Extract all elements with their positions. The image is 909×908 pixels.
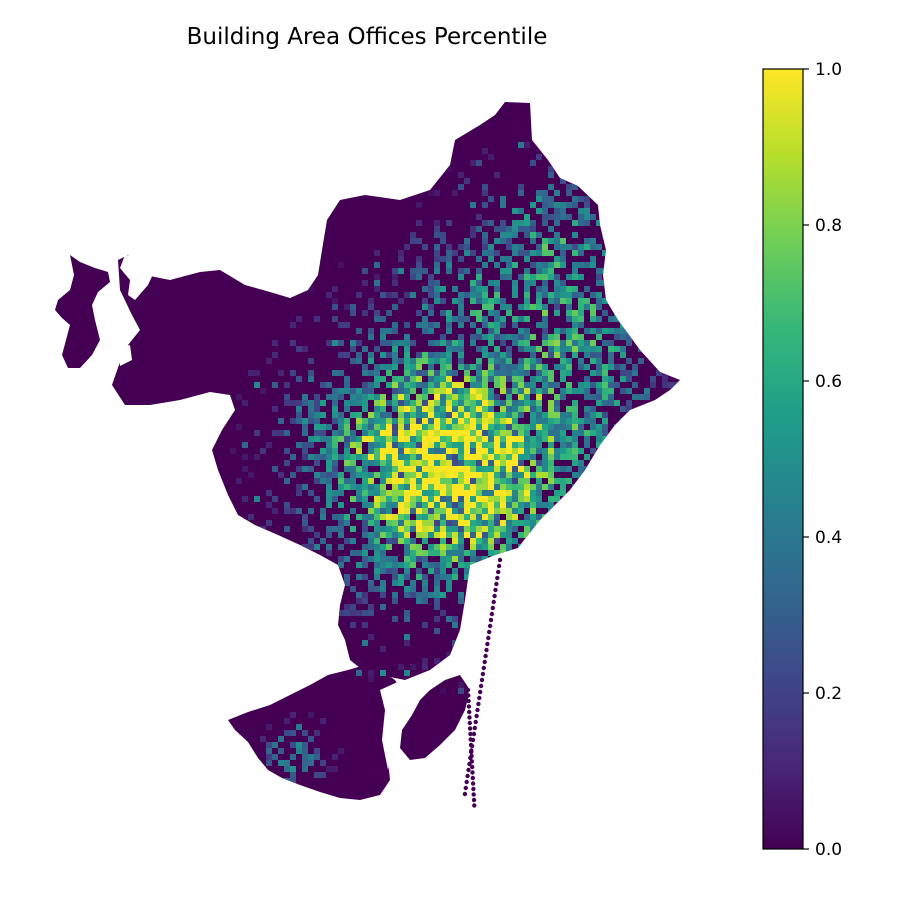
colorbar-tick-label: 0.8	[815, 216, 842, 236]
colorbar-ticks: 0.0 0.2 0.4 0.6 0.8 1.0	[803, 60, 842, 860]
map-title: Building Area Offices Percentile	[186, 24, 548, 50]
colorbar-tick-label: 0.4	[815, 528, 842, 548]
colorbar-tick-label: 0.0	[815, 840, 842, 860]
colorbar-tick-label: 1.0	[815, 60, 842, 80]
colorbar-gradient	[762, 68, 804, 850]
colorbar-tick-label: 0.2	[815, 684, 842, 704]
colorbar-tick-label: 0.6	[815, 372, 842, 392]
coast-trail-dots	[462, 557, 503, 808]
